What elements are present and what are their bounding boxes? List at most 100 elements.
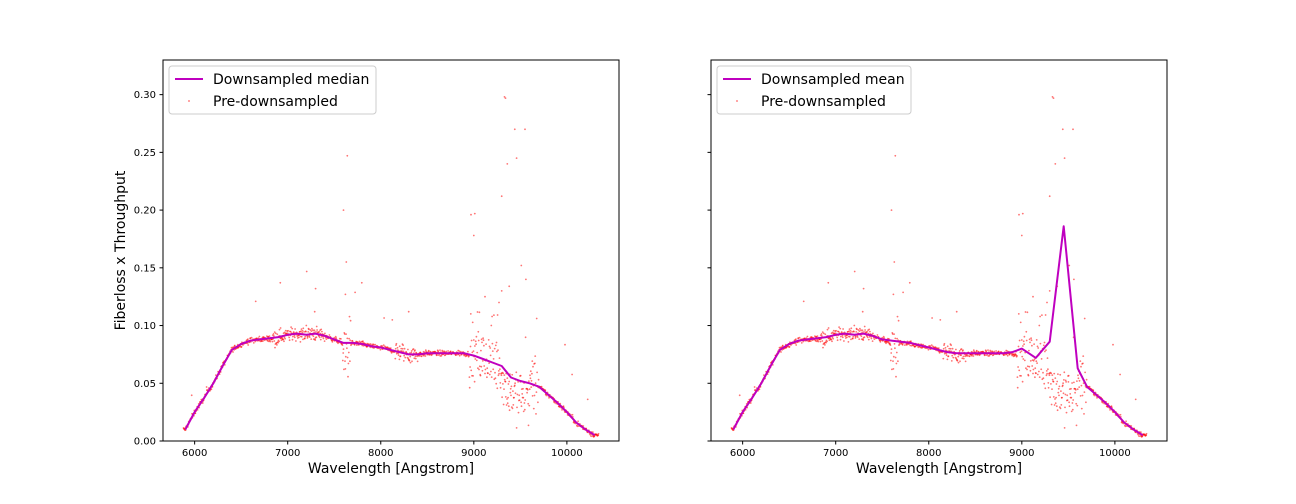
scatter-point <box>483 365 486 367</box>
scatter-point <box>514 382 516 385</box>
scatter-point <box>819 340 822 343</box>
scatter-point <box>403 354 406 357</box>
scatter-point <box>410 350 413 352</box>
right-legend: Downsampled mean Pre-downsampled <box>716 65 912 115</box>
scatter-point <box>831 331 834 334</box>
scatter-point <box>1020 339 1023 341</box>
scatter-point <box>489 354 492 357</box>
scatter-point <box>1067 374 1070 377</box>
scatter-point <box>962 349 964 351</box>
scatter-point <box>1048 374 1051 377</box>
scatter-point <box>795 338 797 341</box>
scatter-point <box>506 402 509 405</box>
scatter-point <box>853 324 856 327</box>
scatter-point <box>1063 379 1065 381</box>
scatter-point <box>475 343 477 346</box>
scatter-point <box>273 335 275 337</box>
scatter-point <box>503 96 506 98</box>
scatter-point <box>858 330 861 332</box>
scatter-point <box>577 420 579 423</box>
scatter-point <box>863 325 866 328</box>
scatter-point <box>892 293 895 296</box>
scatter-point <box>842 328 844 330</box>
scatter-point <box>1070 410 1073 413</box>
scatter-point <box>305 324 308 327</box>
scatter-point <box>518 394 521 397</box>
scatter-point <box>590 435 592 438</box>
scatter-point <box>1043 341 1046 344</box>
scatter-point <box>531 360 534 362</box>
scatter-point <box>477 330 480 333</box>
scatter-point <box>323 340 326 342</box>
scatter-point <box>400 347 403 350</box>
scatter-point <box>506 398 508 400</box>
scatter-point <box>1124 425 1127 428</box>
scatter-point <box>515 371 518 374</box>
scatter-point <box>1070 396 1073 399</box>
scatter-point <box>1016 355 1018 357</box>
scatter-point <box>1066 399 1069 401</box>
scatter-point <box>495 341 498 344</box>
scatter-point <box>394 357 397 360</box>
scatter-point <box>897 360 899 363</box>
scatter-point <box>840 335 842 338</box>
scatter-point <box>1019 351 1022 354</box>
scatter-point <box>876 334 879 336</box>
scatter-point <box>950 360 953 362</box>
scatter-point <box>537 401 539 404</box>
scatter-point <box>1072 128 1074 131</box>
scatter-point <box>499 368 501 371</box>
scatter-point <box>372 343 375 346</box>
scatter-point <box>1032 372 1034 375</box>
scatter-point <box>444 353 447 356</box>
scatter-point <box>968 355 971 358</box>
scatter-point <box>589 433 592 436</box>
scatter-point <box>515 427 518 429</box>
scatter-point <box>395 342 398 345</box>
scatter-point <box>515 157 518 160</box>
scatter-point <box>1037 347 1040 349</box>
scatter-point <box>314 287 317 290</box>
scatter-point <box>937 347 940 349</box>
right-panel: 6000 7000 8000 9000 10000 Wavelength [Angstr… <box>707 59 1168 477</box>
mean-line-layer <box>732 225 1144 437</box>
scatter-point <box>1041 314 1043 316</box>
scatter-point <box>534 362 536 365</box>
scatter-point <box>862 339 865 341</box>
scatter-point <box>1064 406 1066 409</box>
scatter-point <box>530 386 533 388</box>
scatter-point <box>1085 401 1087 404</box>
scatter-point <box>313 329 316 332</box>
y-tick-label: 0.10 <box>134 321 156 332</box>
scatter-point <box>496 387 499 390</box>
left-x-axis-title: Wavelength [Angstrom] <box>308 461 474 477</box>
scatter-point <box>391 319 394 321</box>
scatter-point <box>1033 343 1035 345</box>
scatter-point <box>510 385 513 388</box>
scatter-point <box>1076 388 1079 391</box>
scatter-point <box>962 357 965 360</box>
scatter-point <box>498 357 501 359</box>
scatter-point <box>853 330 855 333</box>
scatter-point <box>1048 195 1051 198</box>
scatter-point <box>836 339 839 342</box>
scatter-point <box>528 404 531 407</box>
scatter-point <box>837 330 840 333</box>
scatter-point <box>943 342 946 345</box>
scatter-point <box>1047 368 1049 371</box>
scatter-point <box>955 348 957 351</box>
scatter-point <box>513 384 516 387</box>
scatter-point <box>1074 389 1077 391</box>
scatter-point <box>849 329 852 332</box>
x-tick-label: 8000 <box>368 448 393 459</box>
scatter-point <box>284 337 286 340</box>
scatter-point <box>1036 345 1039 348</box>
scatter-point <box>1078 386 1081 388</box>
scatter-point <box>891 368 893 371</box>
scatter-point <box>992 353 995 356</box>
scatter-point <box>1054 377 1057 379</box>
scatter-point <box>1052 380 1055 383</box>
scatter-point <box>299 341 302 343</box>
scatter-point <box>343 333 346 335</box>
scatter-point <box>862 287 865 290</box>
